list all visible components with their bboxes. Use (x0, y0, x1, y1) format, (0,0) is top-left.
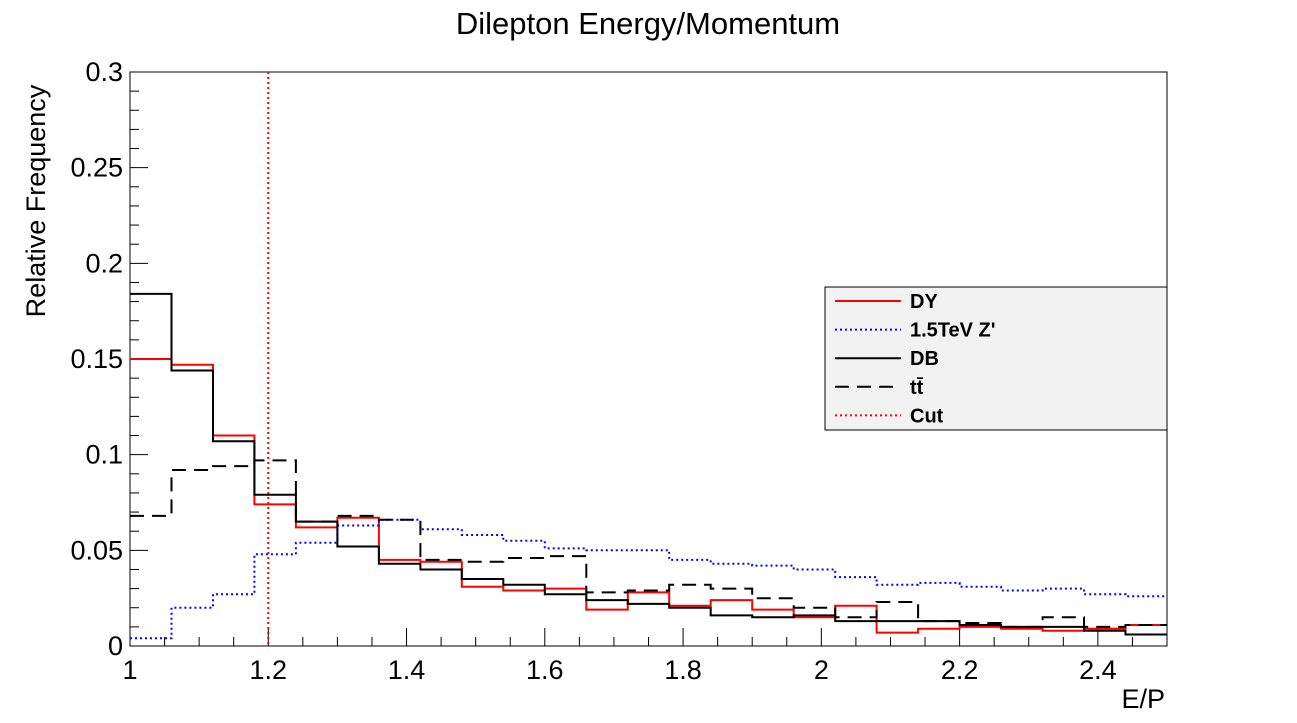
x-tick-label: 2 (814, 655, 829, 685)
series-tt--histogram (130, 459, 1167, 628)
x-tick-label: 1.6 (526, 655, 564, 685)
y-tick-label: 0.3 (85, 57, 123, 87)
x-axis-label: E/P (1121, 684, 1165, 714)
series-1-5tev-z--histogram (130, 518, 1167, 640)
y-tick-label: 0.1 (85, 440, 123, 470)
legend-label: Cut (910, 405, 944, 427)
y-tick-label: 0.2 (85, 248, 123, 278)
x-tick-label: 1 (122, 655, 137, 685)
legend-label: tt̄ (910, 377, 924, 399)
plot-area: 0 0.05 0.1 0.15 0.2 0.25 0.3 1 1.2 1.4 1.6 1.8 2 2.2 2… (70, 57, 1168, 685)
legend-label: DB (910, 348, 939, 370)
y-tick-label: 0.15 (70, 344, 123, 374)
chart-title: Dilepton Energy/Momentum (456, 6, 840, 41)
x-tick-label: 2.4 (1079, 655, 1117, 685)
x-tick-label: 1.8 (664, 655, 702, 685)
legend: DY 1.5TeV Z' DB tt̄ Cut (824, 286, 1168, 431)
series-dy-histogram (130, 358, 1167, 634)
y-tick-label: 0 (108, 631, 123, 661)
y-axis-label: Relative Frequency (21, 84, 51, 317)
y-tick-label: 0.25 (70, 153, 123, 183)
x-tick-label: 2.2 (941, 655, 979, 685)
x-tick-label: 1.2 (249, 655, 287, 685)
x-tick-label: 1.4 (388, 655, 426, 685)
legend-label: DY (910, 291, 938, 313)
legend-label: 1.5TeV Z' (910, 320, 996, 342)
y-tick-label: 0.05 (70, 535, 123, 565)
